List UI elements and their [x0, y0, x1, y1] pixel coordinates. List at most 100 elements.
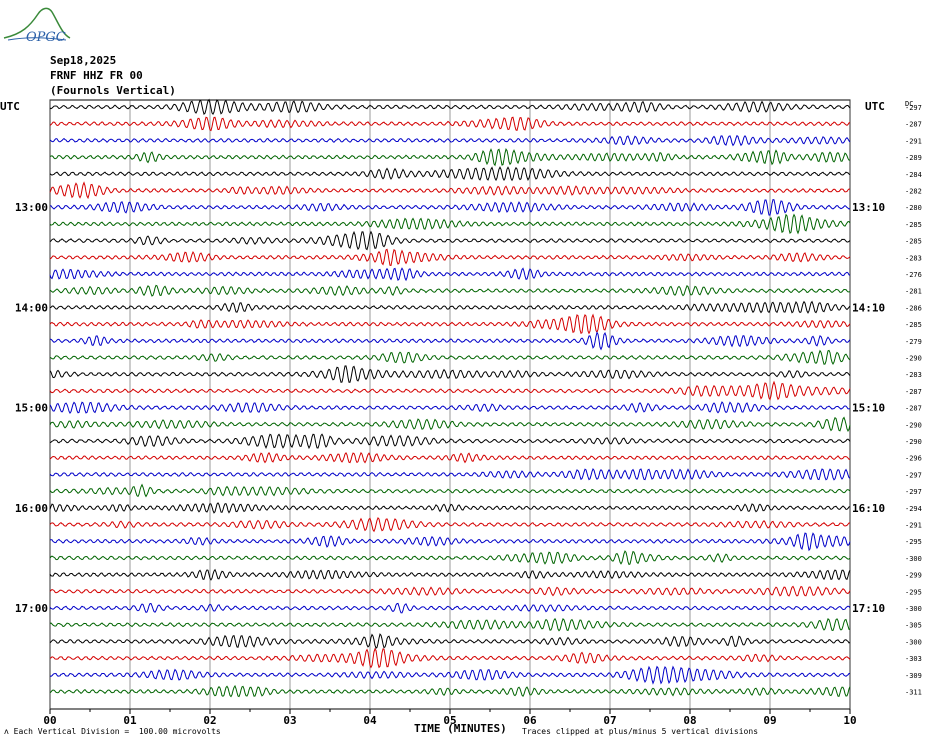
- left-hour-label: 14:00: [15, 301, 48, 314]
- dc-offset-label: -295: [905, 588, 922, 596]
- dc-offset-label: -297: [905, 488, 922, 496]
- dc-offset-label: -297: [905, 104, 922, 112]
- dc-offset-label: -297: [905, 471, 922, 479]
- trace-row: [49, 416, 851, 433]
- dc-offset-label: -290: [905, 438, 922, 446]
- left-utc-label: UTC: [0, 100, 20, 113]
- dc-offset-label: -309: [905, 672, 922, 680]
- trace-row: [49, 284, 851, 297]
- right-hour-label: 17:10: [852, 602, 885, 615]
- clip-note: Traces clipped at plus/minus 5 vertical …: [522, 727, 759, 736]
- trace-row: [49, 134, 851, 147]
- trace-row: [49, 166, 851, 182]
- dc-offset-label: -300: [905, 638, 922, 646]
- dc-offset-label: -285: [905, 221, 922, 229]
- dc-offset-label: -287: [905, 405, 922, 413]
- x-tick-label: 05: [443, 714, 456, 727]
- dc-offset-label: -281: [905, 288, 922, 296]
- right-hour-label: 13:10: [852, 201, 885, 214]
- trace-row: [49, 433, 851, 450]
- dc-offset-label: -285: [905, 321, 922, 329]
- dc-offset-label: -300: [905, 555, 922, 563]
- trace-row: [49, 684, 851, 698]
- trace-row: [49, 349, 851, 365]
- logo-mountain-icon: [3, 7, 71, 41]
- dc-offset-label: -296: [905, 455, 922, 463]
- trace-row: [49, 267, 851, 282]
- left-hour-label: 17:00: [15, 602, 48, 615]
- dc-offset-label: -279: [905, 338, 922, 346]
- trace-row: [49, 313, 851, 335]
- trace-row: [49, 532, 851, 552]
- trace-row: [49, 248, 851, 267]
- dc-offset-label: -303: [905, 655, 922, 663]
- x-axis-title: TIME (MINUTES): [414, 722, 507, 735]
- logo-text: OPGC: [26, 30, 66, 45]
- trace-row: [49, 483, 851, 498]
- dc-offset-label: -285: [905, 238, 922, 246]
- dc-offset-label: -287: [905, 121, 922, 129]
- dc-offset-label: -291: [905, 522, 922, 530]
- x-tick-label: 09: [763, 714, 776, 727]
- dc-offset-label: -283: [905, 254, 922, 262]
- right-hour-label: 15:10: [852, 402, 885, 415]
- dc-offset-label: -300: [905, 605, 922, 613]
- trace-row: [49, 550, 851, 566]
- x-tick-label: 04: [363, 714, 377, 727]
- trace-row: [49, 300, 851, 314]
- dc-offset-label: -311: [905, 689, 922, 697]
- trace-row: [49, 198, 851, 216]
- x-tick-label: 08: [683, 714, 696, 727]
- station-label: FRNF HHZ FR 00: [50, 69, 143, 82]
- dc-offset-label: -282: [905, 188, 922, 196]
- trace-row: [49, 467, 851, 481]
- trace-row: [49, 665, 851, 685]
- trace-row: [49, 181, 851, 200]
- trace-row: [49, 401, 851, 415]
- date-label: Sep18,2025: [50, 54, 117, 67]
- trace-row: [49, 585, 851, 597]
- dc-offset-label: -299: [905, 572, 922, 580]
- right-utc-label: UTC: [865, 100, 885, 113]
- trace-row: [49, 633, 851, 649]
- trace-row: [49, 380, 851, 401]
- trace-row: [49, 502, 851, 514]
- dc-offset-label: -283: [905, 371, 922, 379]
- trace-row: [49, 148, 851, 167]
- trace-row: [49, 116, 851, 132]
- x-tick-label: 06: [523, 714, 537, 727]
- right-hour-label: 14:10: [852, 301, 885, 314]
- right-hour-label: 16:10: [852, 502, 885, 515]
- trace-row: [49, 213, 851, 235]
- dc-offset-label: -294: [905, 505, 922, 513]
- dc-offset-label: -284: [905, 171, 922, 179]
- trace-row: [49, 516, 851, 533]
- dc-offset-label: -290: [905, 355, 922, 363]
- dc-offset-label: -276: [905, 271, 922, 279]
- trace-row: [49, 602, 851, 614]
- trace-row: [49, 331, 851, 351]
- dc-offset-label: -291: [905, 137, 922, 145]
- x-tick-label: 03: [283, 714, 296, 727]
- trace-row: [49, 98, 851, 116]
- dc-label: DC: [905, 100, 913, 108]
- dc-offset-label: -305: [905, 622, 922, 630]
- x-tick-label: 01: [123, 714, 137, 727]
- dc-offset-label: -290: [905, 421, 922, 429]
- trace-row: [49, 365, 851, 383]
- dc-offset-label: -287: [905, 388, 922, 396]
- dc-offset-label: -280: [905, 204, 922, 212]
- dc-offset-label: -289: [905, 154, 922, 162]
- trace-row: [49, 451, 851, 464]
- trace-row: [49, 617, 851, 632]
- left-hour-label: 13:00: [15, 201, 48, 214]
- vertical-division-note: ʌ Each Vertical Division = 100.00 microv…: [4, 727, 221, 736]
- location-label: (Fournols Vertical): [50, 84, 176, 97]
- x-tick-label: 00: [43, 714, 56, 727]
- opgc-logo: OPGC: [2, 4, 72, 45]
- dc-offset-label: -295: [905, 538, 922, 546]
- trace-row: [49, 230, 851, 251]
- dc-offset-label: -286: [905, 304, 922, 312]
- left-hour-label: 15:00: [15, 402, 48, 415]
